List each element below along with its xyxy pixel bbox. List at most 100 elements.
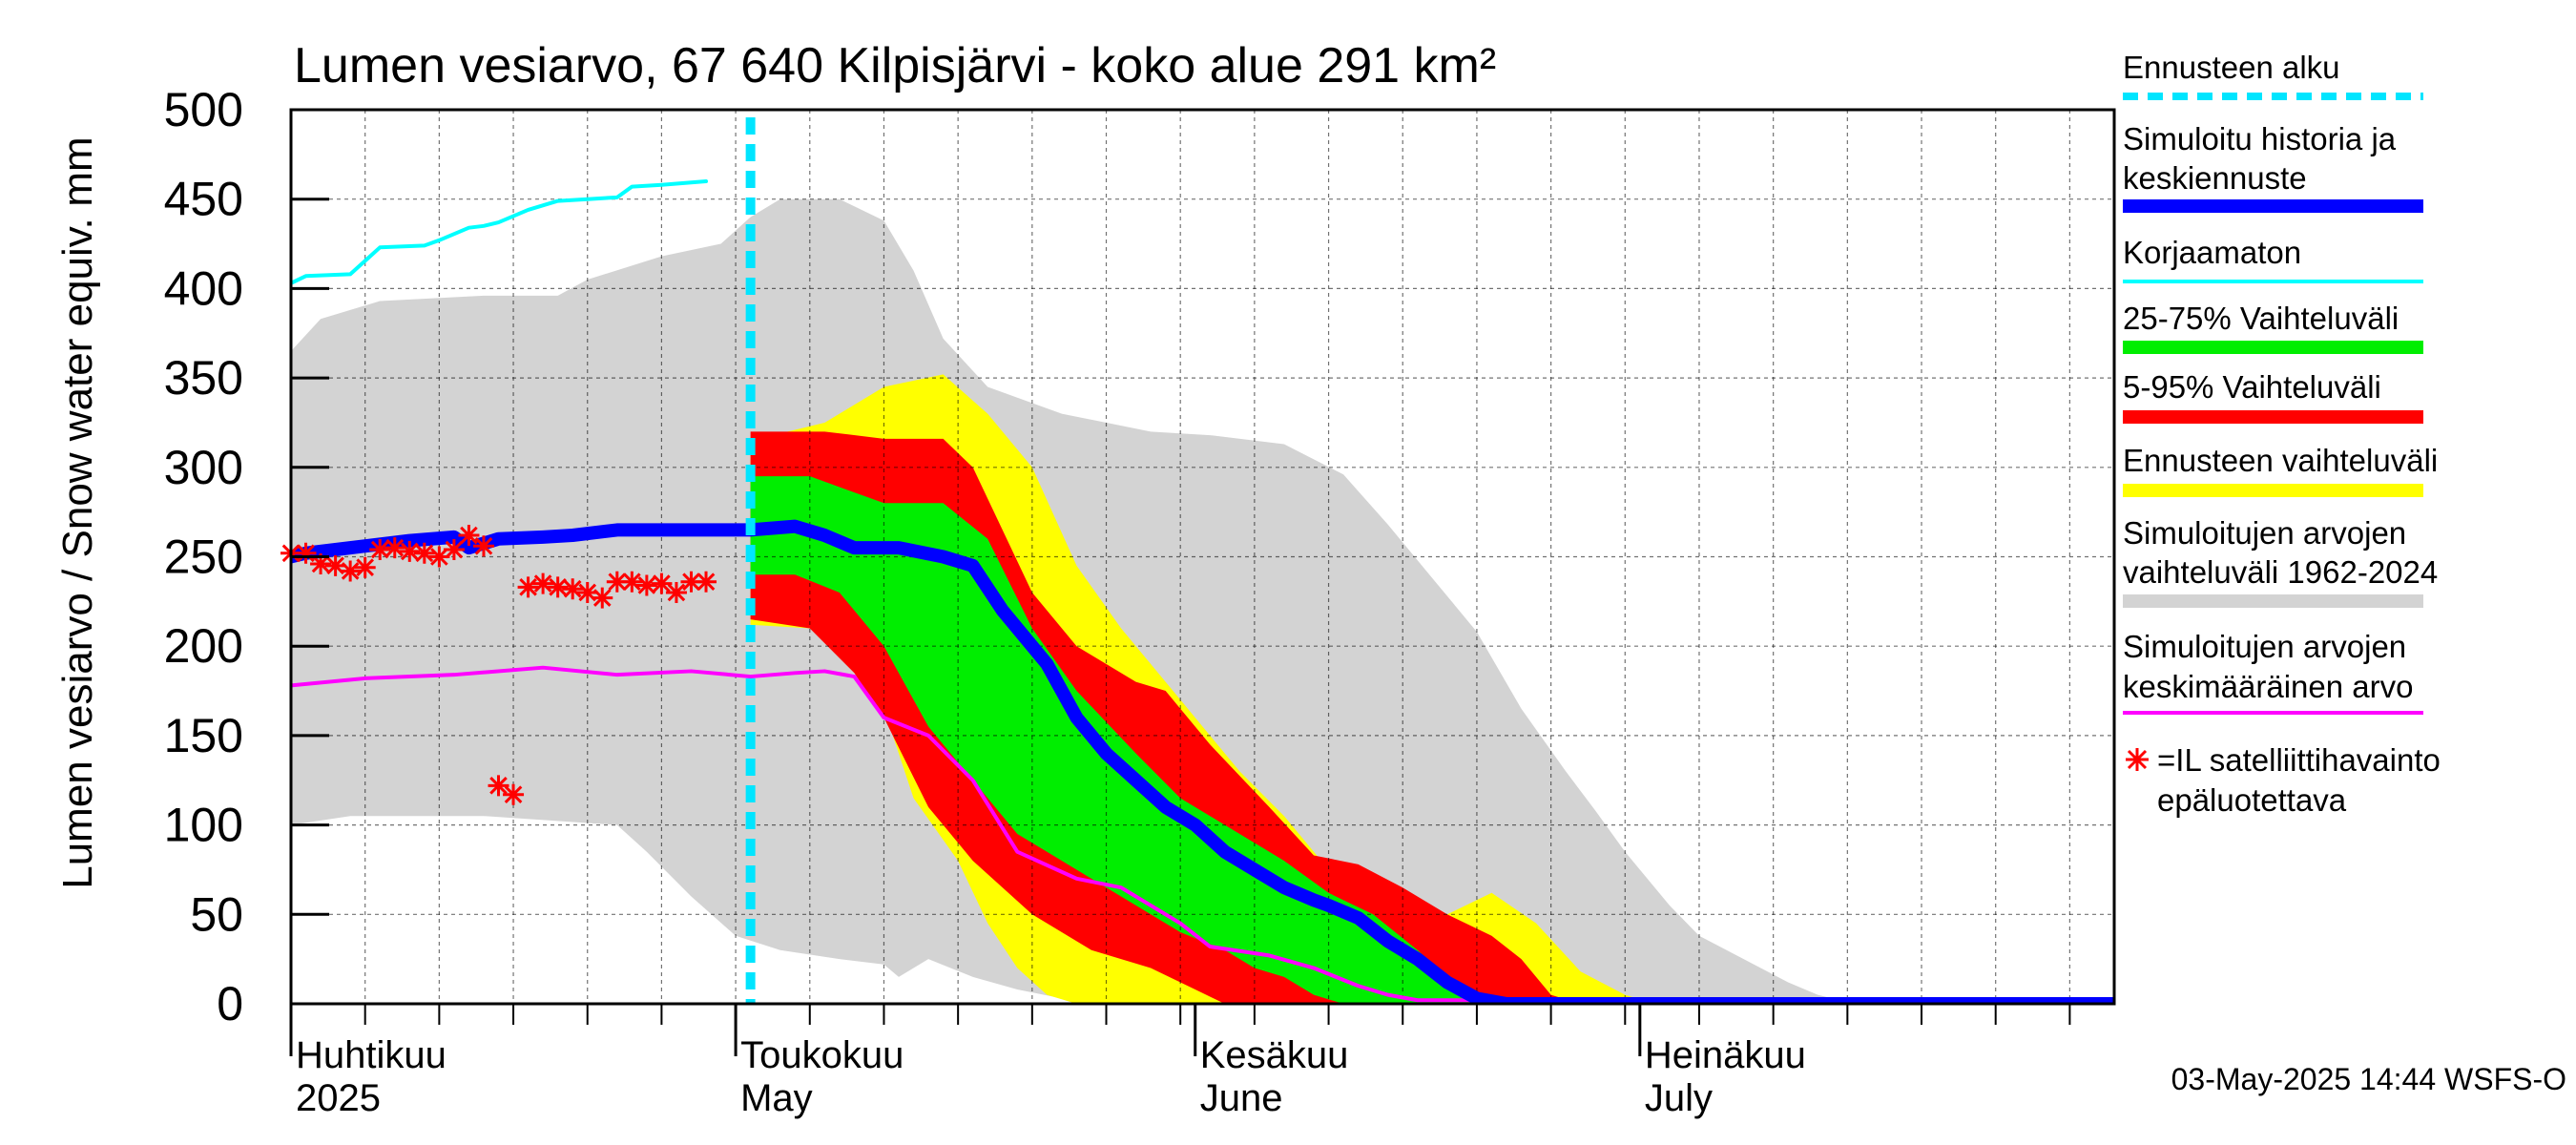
satellite-marker	[384, 537, 405, 559]
legend-label: Ennusteen alku	[2123, 50, 2340, 85]
satellite-marker-stroke	[400, 542, 419, 561]
satellite-marker-stroke	[682, 572, 700, 592]
legend-label: vaihteluväli 1962-2024	[2123, 554, 2438, 590]
y-tick-label: 300	[164, 441, 243, 494]
satellite-marker	[517, 576, 539, 598]
satellite-marker	[680, 571, 702, 593]
satellite-marker-stroke	[326, 556, 344, 575]
satellite-marker	[562, 578, 584, 600]
satellite-marker	[547, 576, 569, 598]
y-tick-label: 450	[164, 173, 243, 226]
y-axis-unit-group: mm	[54, 136, 101, 206]
satellite-marker	[665, 581, 687, 603]
satellite-marker	[324, 554, 346, 576]
legend-label: =IL satelliittihavainto	[2157, 742, 2441, 778]
satellite-marker	[472, 535, 494, 557]
satellite-marker	[503, 783, 525, 805]
legend-label: epäluotettava	[2157, 782, 2347, 818]
month-label-en: June	[1200, 1077, 1283, 1119]
y-tick-label: 400	[164, 261, 243, 315]
satellite-marker-stroke	[592, 589, 612, 607]
satellite-marker-stroke	[415, 544, 434, 563]
satellite-marker	[651, 572, 673, 594]
legend-label: Simuloitu historia ja	[2123, 121, 2397, 156]
satellite-marker	[696, 571, 717, 593]
series-line-1	[291, 178, 709, 285]
satellite-marker	[340, 560, 362, 582]
satellite-marker-stroke	[385, 538, 405, 557]
satellite-marker-stroke	[445, 540, 464, 559]
satellite-marker	[621, 571, 643, 593]
satellite-marker-stroke	[608, 572, 627, 592]
satellite-marker	[369, 539, 391, 561]
legend-item: Simuloitu historia ja keskiennuste	[2123, 121, 2423, 213]
legend-marker-stroke	[2127, 749, 2148, 770]
y-axis-label: Lumen vesiarvo / Snow water equiv.	[54, 218, 101, 889]
y-tick-label: 350	[164, 351, 243, 405]
y-tick-label: 50	[190, 887, 243, 941]
satellite-marker-stroke	[504, 785, 523, 804]
legend: Ennusteen alku Simuloitu historia ja keski…	[2123, 50, 2441, 818]
legend-item: Ennusteen alku	[2123, 50, 2423, 100]
y-tick-label: 250	[164, 531, 243, 584]
satellite-marker-stroke	[549, 578, 567, 596]
legend-item: Korjaamaton	[2123, 235, 2423, 283]
satellite-marker-stroke	[356, 558, 374, 577]
satellite-marker-stroke	[578, 583, 597, 602]
month-label-en: May	[740, 1077, 813, 1119]
legend-item: Simuloitujen arvojen keskimääräinen arvo	[2123, 629, 2423, 715]
month-label-fi: Huhtikuu	[296, 1034, 447, 1076]
month-label-fi: Toukokuu	[740, 1034, 904, 1076]
y-axis-label-group: Lumen vesiarvo / Snow water equiv.	[54, 218, 101, 889]
band-3	[750, 476, 2114, 1004]
satellite-marker	[635, 574, 657, 596]
satellite-marker	[443, 539, 465, 561]
series-line-0	[291, 665, 2114, 1003]
satellite-marker	[354, 556, 376, 578]
month-label-en: July	[1645, 1077, 1713, 1119]
satellite-marker-stroke	[489, 777, 508, 795]
satellite-marker	[488, 775, 509, 797]
y-axis-unit: mm	[54, 136, 101, 206]
legend-label: 5-95% Vaihteluväli	[2123, 369, 2381, 405]
satellite-marker	[532, 572, 554, 594]
satellite-marker-stroke	[474, 536, 493, 555]
series-lines	[291, 117, 2114, 1004]
y-tick-label: 150	[164, 709, 243, 762]
satellite-marker	[399, 540, 421, 562]
y-tick-label: 200	[164, 619, 243, 673]
y-axis-ticks: 0 50 100 150 200 250 300 350 400 450 500	[164, 83, 329, 1030]
satellite-marker-stroke	[370, 540, 389, 559]
satellite-marker-stroke	[637, 576, 656, 594]
satellite-marker	[576, 581, 598, 603]
satellite-markers	[280, 525, 717, 805]
satellite-marker	[413, 542, 435, 564]
satellite-marker-stroke	[460, 526, 478, 545]
legend-item: Ennusteen vaihteluväli	[2123, 443, 2438, 497]
satellite-marker	[458, 525, 480, 547]
legend-label: keskiennuste	[2123, 160, 2307, 196]
satellite-marker-stroke	[297, 544, 315, 563]
y-tick-label: 100	[164, 799, 243, 852]
satellite-marker-stroke	[667, 583, 686, 602]
month-label-fi: Kesäkuu	[1200, 1034, 1349, 1076]
legend-label: keskimääräinen arvo	[2123, 669, 2413, 704]
satellite-marker-stroke	[430, 548, 448, 566]
series-line-2	[291, 519, 2114, 1004]
satellite-marker	[295, 542, 317, 564]
satellite-marker-stroke	[519, 578, 537, 596]
chart-title: Lumen vesiarvo, 67 640 Kilpisjärvi - kok…	[294, 38, 1496, 94]
legend-label: Simuloitujen arvojen	[2123, 515, 2406, 551]
legend-label: Korjaamaton	[2123, 235, 2301, 270]
y-tick-label: 500	[164, 83, 243, 136]
legend-item: 25-75% Vaihteluväli	[2123, 301, 2423, 354]
month-label-en: 2025	[296, 1077, 381, 1119]
legend-item: 5-95% Vaihteluväli	[2123, 369, 2423, 424]
y-tick-label: 0	[217, 977, 243, 1030]
satellite-marker-stroke	[623, 572, 641, 592]
legend-label: Simuloitujen arvojen	[2123, 629, 2406, 664]
satellite-marker-stroke	[696, 572, 716, 592]
